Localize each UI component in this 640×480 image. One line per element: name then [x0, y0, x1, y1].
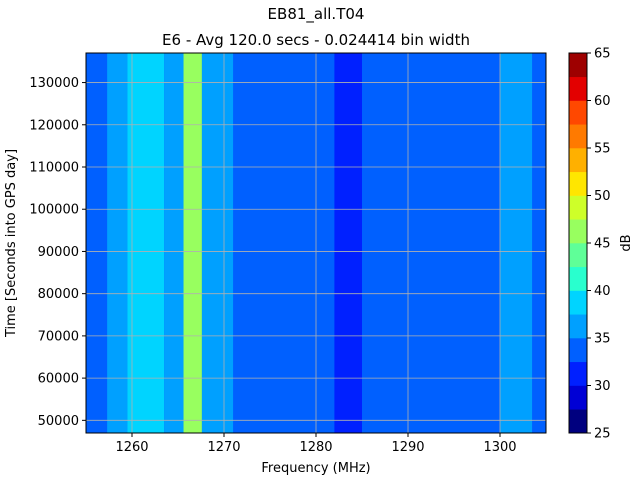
- colorbar-swatch-8: [569, 219, 587, 244]
- y-tick-label-5: 100000: [29, 203, 79, 218]
- colorbar-tick-label-1: 30: [594, 379, 611, 394]
- colorbar-label: dB: [619, 234, 634, 251]
- colorbar-swatch-0: [569, 409, 587, 434]
- y-tick-label-1: 60000: [38, 372, 79, 387]
- colorbar-swatch-3: [569, 338, 587, 363]
- y-tick-label-2: 70000: [38, 329, 79, 344]
- y-tick-label-8: 130000: [29, 76, 79, 91]
- colorbar-tick-label-2: 35: [594, 332, 611, 347]
- heatmap-band-1: [107, 53, 128, 433]
- heatmap-band-5: [201, 53, 234, 433]
- colorbar-tick-label-8: 65: [594, 47, 611, 62]
- grid-lines: [86, 53, 546, 433]
- colorbar-tick-label-5: 50: [594, 189, 611, 204]
- colorbar-swatch-6: [569, 266, 587, 291]
- heatmap-band-3: [164, 53, 184, 433]
- chart-title: EB81_all.T04: [268, 5, 365, 24]
- y-tick-label-3: 80000: [38, 287, 79, 302]
- heatmap-band-7: [334, 53, 362, 433]
- heatmap-band-0: [86, 53, 108, 433]
- y-tick-label-7: 120000: [29, 118, 79, 133]
- colorbar-swatch-5: [569, 290, 587, 315]
- x-tick-label-1: 1270: [207, 440, 240, 455]
- colorbar-swatch-11: [569, 148, 587, 173]
- colorbar-swatch-4: [569, 314, 587, 339]
- colorbar-tick-label-6: 55: [594, 142, 611, 157]
- y-tick-label-4: 90000: [38, 245, 79, 260]
- colorbar-swatch-2: [569, 361, 587, 386]
- heatmap-band-10: [532, 53, 546, 433]
- heatmap-band-2: [127, 53, 165, 433]
- heatmap-band-8: [362, 53, 500, 433]
- colorbar-swatch-10: [569, 171, 587, 196]
- colorbar-swatch-7: [569, 243, 587, 268]
- colorbar: 25 30 35 40 45 50 55 60 65: [568, 47, 611, 442]
- colorbar-swatch-13: [569, 100, 587, 125]
- heatmap-band-6: [233, 53, 335, 433]
- x-tick-label-3: 1290: [391, 440, 424, 455]
- colorbar-swatch-12: [569, 124, 587, 149]
- x-axis-label: Frequency (MHz): [261, 461, 370, 476]
- colorbar-swatch-15: [569, 53, 587, 78]
- colorbar-swatch-1: [569, 385, 587, 410]
- y-tick-label-6: 110000: [29, 161, 79, 176]
- y-axis-ticks: 50000 60000 70000 80000 90000 100000 110000 120…: [29, 76, 86, 429]
- chart-subtitle: E6 - Avg 120.0 secs - 0.024414 bin width: [162, 31, 470, 49]
- colorbar-tick-label-0: 25: [594, 427, 611, 442]
- colorbar-swatch-14: [569, 76, 587, 101]
- colorbar-tick-label-4: 45: [594, 237, 611, 252]
- y-axis-label: Time [Seconds into GPS day]: [4, 149, 19, 338]
- colorbar-swatch-9: [569, 195, 587, 220]
- x-tick-label-4: 1300: [483, 440, 516, 455]
- colorbar-tick-label-7: 60: [594, 94, 611, 109]
- x-axis-ticks: 1260 1270 1280 1290 1300: [115, 433, 517, 455]
- x-tick-label-0: 1260: [115, 440, 148, 455]
- heatmap-band-4: [183, 53, 202, 433]
- colorbar-tick-label-3: 40: [594, 284, 611, 299]
- y-tick-label-0: 50000: [38, 414, 79, 429]
- heatmap-band-9: [500, 53, 533, 433]
- x-tick-label-2: 1280: [299, 440, 332, 455]
